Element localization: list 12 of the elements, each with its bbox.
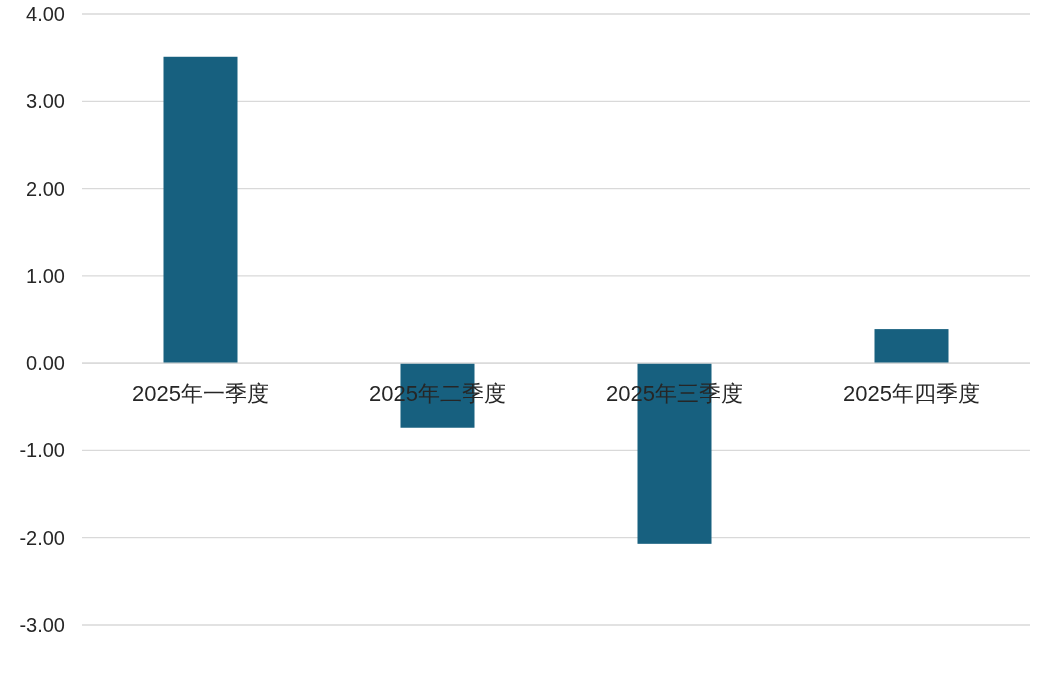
y-tick-label: 1.00 xyxy=(26,264,65,287)
y-tick-label: 3.00 xyxy=(26,90,65,113)
y-tick-label: -2.00 xyxy=(19,526,65,549)
x-tick-label: 2025年四季度 xyxy=(843,381,980,407)
y-tick-label: 0.00 xyxy=(26,352,65,375)
bar xyxy=(163,56,238,364)
x-tick-label: 2025年一季度 xyxy=(132,381,269,407)
y-tick-label: 4.00 xyxy=(26,3,65,25)
bar xyxy=(874,329,949,364)
y-tick-label: -3.00 xyxy=(19,614,65,636)
y-tick-label: 2.00 xyxy=(26,177,65,200)
y-tick-label: -1.00 xyxy=(19,439,65,462)
